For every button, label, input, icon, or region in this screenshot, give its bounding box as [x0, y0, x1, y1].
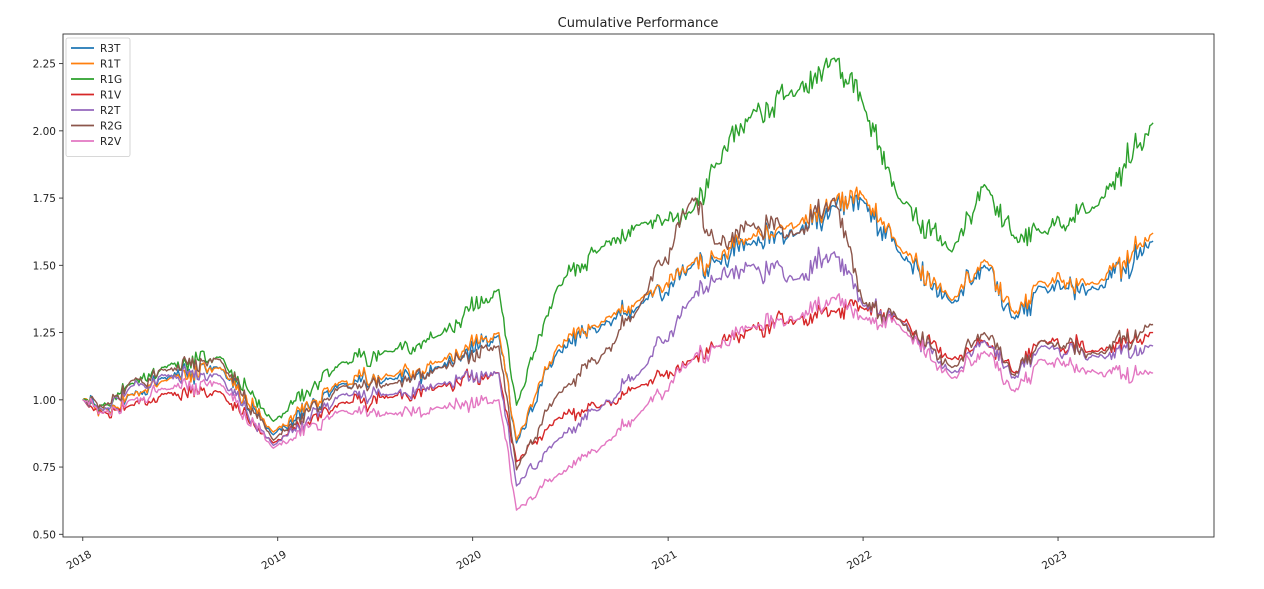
series-line-r2t: [82, 246, 1154, 487]
series-layer: [82, 57, 1154, 511]
y-tick-label: 2.25: [33, 59, 56, 71]
legend-label-r2t: R2T: [100, 105, 121, 117]
series-line-r2v: [82, 293, 1154, 511]
series-line-r2g: [82, 197, 1154, 471]
legend-label-r3t: R3T: [100, 43, 121, 55]
y-tick-label: 1.00: [33, 395, 56, 407]
legend-label-r2v: R2V: [100, 136, 122, 148]
y-tick-label: 0.50: [33, 529, 56, 541]
legend-label-r1t: R1T: [100, 59, 121, 71]
series-line-r1t: [82, 186, 1154, 441]
y-tick-label: 1.25: [33, 328, 56, 340]
y-tick-label: 0.75: [33, 462, 56, 474]
y-tick-label: 1.50: [33, 260, 56, 272]
y-tick-label: 1.75: [33, 193, 56, 205]
chart-legend: R3T R1T R1G R1V R2T R2G R2V: [65, 37, 131, 157]
legend-label-r1g: R1G: [100, 74, 122, 86]
chart-title: Cumulative Performance: [558, 16, 719, 31]
legend-box: [65, 37, 131, 157]
legend-label-r1v: R1V: [100, 90, 122, 102]
legend-label-r2g: R2G: [100, 121, 122, 133]
y-tick-label: 2.00: [33, 126, 56, 138]
plot-frame: [62, 33, 1215, 538]
series-line-r1g: [82, 57, 1154, 422]
